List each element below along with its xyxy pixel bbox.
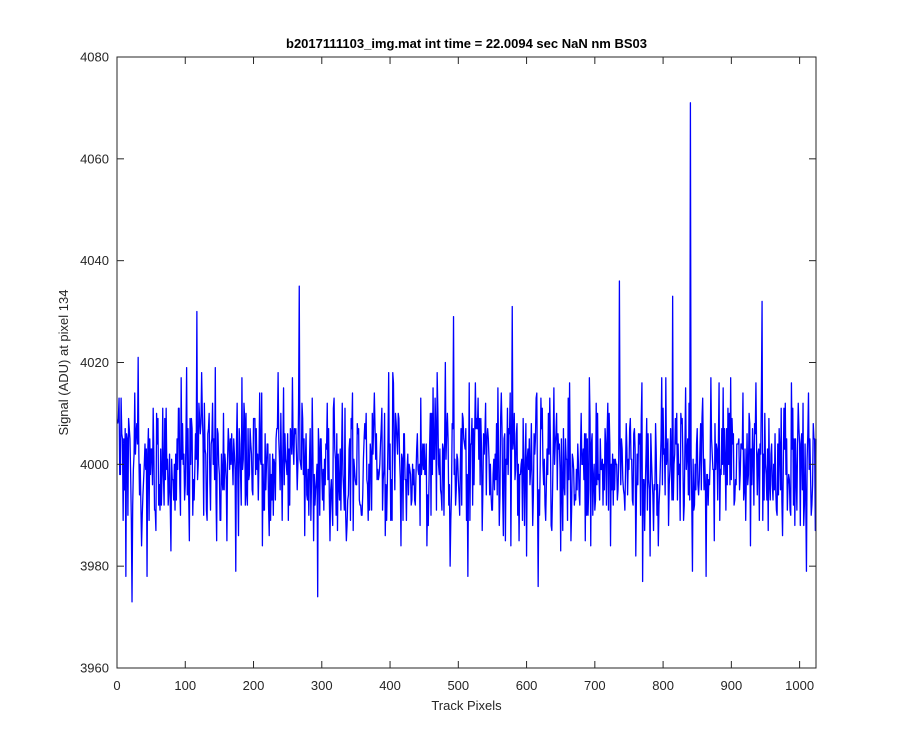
x-tick-label: 300 [311, 678, 333, 693]
x-tick-label: 500 [447, 678, 469, 693]
x-tick-label: 100 [174, 678, 196, 693]
y-tick-label: 3960 [80, 661, 109, 676]
y-tick-label: 4060 [80, 151, 109, 166]
y-tick-label: 4040 [80, 253, 109, 268]
x-axis-label: Track Pixels [431, 698, 502, 713]
y-tick-label: 3980 [80, 559, 109, 574]
ticks-layer: 0 100 200 300 400 500 600 700 800 900 1000 3960 3980… [80, 50, 816, 693]
x-tick-label: 800 [652, 678, 674, 693]
y-tick-label: 4000 [80, 457, 109, 472]
y-tick-label: 4020 [80, 355, 109, 370]
series-layer [117, 102, 817, 603]
x-tick-label: 1000 [785, 678, 814, 693]
y-tick-label: 4080 [80, 50, 109, 65]
x-tick-label: 700 [584, 678, 606, 693]
x-tick-label: 900 [721, 678, 743, 693]
x-tick-label: 0 [113, 678, 120, 693]
signal-series-line [117, 102, 817, 603]
x-tick-label: 600 [516, 678, 538, 693]
y-axis-label: Signal (ADU) at pixel 134 [56, 290, 71, 436]
plot-area [117, 57, 816, 668]
x-tick-label: 200 [243, 678, 265, 693]
x-tick-label: 400 [379, 678, 401, 693]
chart-title: b2017111103_img.mat int time = 22.0094 s… [286, 36, 647, 51]
